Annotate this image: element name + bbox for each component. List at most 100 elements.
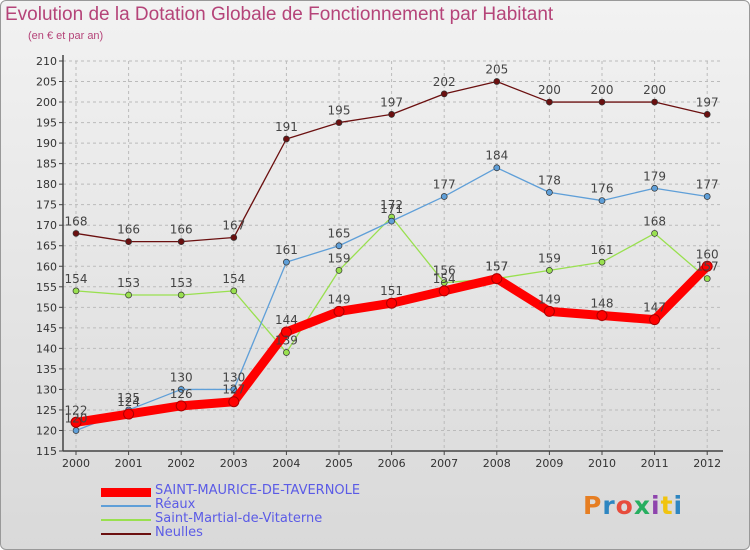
data-label: 130 xyxy=(222,370,245,384)
data-label: 200 xyxy=(538,83,561,97)
data-label: 124 xyxy=(117,395,140,409)
data-label: 166 xyxy=(117,223,140,237)
logo-letter: P xyxy=(583,491,603,520)
y-tick-label: 210 xyxy=(36,55,57,68)
legend-label-neulles: Neulles xyxy=(155,525,203,540)
data-point xyxy=(72,427,80,434)
data-point xyxy=(283,349,290,356)
y-tick-label: 160 xyxy=(36,260,57,273)
data-label: 168 xyxy=(643,214,666,228)
x-tick-label: 2009 xyxy=(535,457,563,470)
x-tick-label: 2006 xyxy=(378,457,406,470)
y-tick-label: 200 xyxy=(36,96,57,109)
data-label: 171 xyxy=(380,202,403,216)
data-label: 159 xyxy=(538,251,561,265)
data-point xyxy=(649,314,661,326)
grid-lines xyxy=(63,60,723,452)
data-point xyxy=(703,193,711,200)
logo-letter: i xyxy=(651,491,661,520)
data-label: 191 xyxy=(275,120,298,134)
data-label: 178 xyxy=(538,173,561,187)
data-point xyxy=(440,193,448,200)
data-label: 205 xyxy=(485,63,508,77)
y-tick-label: 125 xyxy=(36,404,57,417)
data-label: 172 xyxy=(380,198,403,212)
data-point xyxy=(125,291,132,299)
logo-letter: x xyxy=(633,491,651,520)
chart-title: Evolution de la Dotation Globale de Fonc… xyxy=(5,4,554,25)
data-label: 157 xyxy=(485,260,508,274)
y-tick-label: 130 xyxy=(36,383,57,396)
data-label: 177 xyxy=(433,177,456,191)
data-label: 176 xyxy=(591,182,614,196)
axes: 115 120 125 130 135 140 145 150 155 160 165 170 175 1… xyxy=(36,55,723,470)
y-tick-label: 185 xyxy=(36,158,57,171)
x-tick-label: 2008 xyxy=(483,457,511,470)
data-point xyxy=(230,287,238,295)
legend-label-reaux: Réaux xyxy=(155,497,196,512)
data-label: 153 xyxy=(117,276,140,290)
logo-letter: t xyxy=(660,491,674,520)
x-tick-label: 2003 xyxy=(220,457,248,470)
data-label: 166 xyxy=(170,223,193,237)
y-tick-label: 190 xyxy=(36,137,57,150)
data-point xyxy=(598,98,606,106)
data-label: 120 xyxy=(65,411,88,425)
data-point xyxy=(177,238,185,245)
y-tick-label: 150 xyxy=(36,301,57,314)
data-label: 149 xyxy=(328,292,351,306)
legend-label-saint-martial: Saint-Martial-de-Vitaterne xyxy=(155,511,323,526)
data-label: 161 xyxy=(275,243,298,257)
y-tick-label: 175 xyxy=(36,199,57,212)
data-point xyxy=(703,275,711,282)
data-point xyxy=(596,310,608,322)
data-point xyxy=(701,260,713,272)
data-label: 200 xyxy=(643,83,666,97)
data-label: 154 xyxy=(222,272,245,286)
data-label: 139 xyxy=(275,333,298,347)
data-point xyxy=(651,98,658,106)
data-point xyxy=(333,305,345,317)
data-point xyxy=(493,164,501,172)
data-point xyxy=(440,90,448,98)
data-label: 147 xyxy=(643,301,666,315)
data-point xyxy=(546,98,553,106)
chart-subtitle: (en € et par an) xyxy=(28,30,104,42)
data-label: 161 xyxy=(591,243,614,257)
data-label: 125 xyxy=(117,391,140,405)
data-point xyxy=(543,305,555,317)
data-label: 197 xyxy=(696,95,719,109)
y-tick-label: 145 xyxy=(36,322,57,335)
data-point xyxy=(598,197,606,204)
data-point xyxy=(177,386,185,393)
x-tick-label: 2007 xyxy=(430,457,458,470)
series-lines xyxy=(70,78,713,434)
data-label: 149 xyxy=(538,292,561,306)
x-tick-label: 2004 xyxy=(272,457,300,470)
data-label: 157 xyxy=(696,260,719,274)
legend-swatch-reaux xyxy=(101,505,151,507)
logo-letter: i xyxy=(673,491,684,520)
data-label: 184 xyxy=(485,149,508,163)
data-point xyxy=(651,230,658,237)
data-label: 165 xyxy=(328,227,351,241)
data-label: 154 xyxy=(433,272,456,286)
data-point xyxy=(283,258,290,266)
data-point xyxy=(228,396,240,408)
y-tick-label: 120 xyxy=(36,424,57,437)
data-point xyxy=(386,297,398,309)
data-point xyxy=(651,184,658,192)
y-tick-label: 165 xyxy=(36,240,57,253)
data-label: 202 xyxy=(433,75,456,89)
data-point xyxy=(491,273,503,285)
data-point xyxy=(335,267,343,274)
data-label: 148 xyxy=(591,297,614,311)
x-tick-label: 2012 xyxy=(693,457,721,470)
data-label: 197 xyxy=(380,95,403,109)
data-label: 153 xyxy=(170,276,193,290)
data-label: 177 xyxy=(696,177,719,191)
data-point xyxy=(388,111,395,118)
data-point xyxy=(72,287,80,295)
